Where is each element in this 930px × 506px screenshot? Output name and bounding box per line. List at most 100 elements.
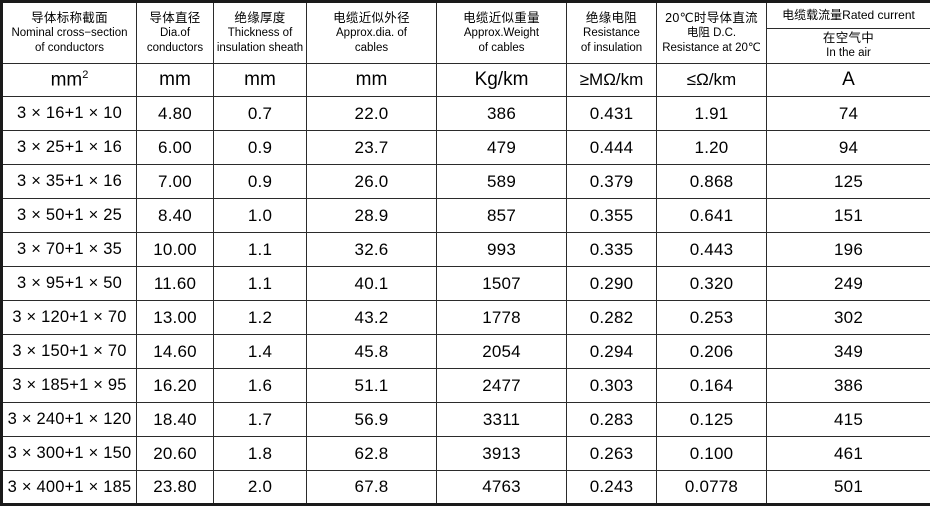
cell-insulation-thickness: 1.8: [213, 436, 307, 471]
cell-approx-dia-of-cables: 28.9: [306, 198, 437, 233]
header-en-text: Rated current: [842, 8, 915, 22]
cell-nominal-cross-section: 3 × 400+1 × 185: [1, 470, 137, 505]
cell-insulation-resistance: 0.444: [566, 130, 657, 165]
cell-approx-dia-of-cables: 40.1: [306, 266, 437, 301]
cell-rated-current: 415: [766, 402, 930, 437]
header-nominal-cross-section: 导体标称截面 Nominal cross−section of conducto…: [1, 1, 137, 64]
cell-approx-weight: 479: [436, 130, 567, 165]
cell-rated-current: 74: [766, 96, 930, 131]
cell-approx-weight: 589: [436, 164, 567, 199]
header-dia-of-conductors: 导体直径 Dia.of conductors: [136, 1, 214, 64]
cell-dc-resistance: 0.164: [656, 368, 767, 403]
header-approx-weight-of-cables: 电缆近似重量 Approx.Weight of cables: [436, 1, 567, 64]
cell-nominal-cross-section: 3 × 120+1 × 70: [1, 300, 137, 335]
header-en-line1: Resistance: [583, 27, 640, 40]
cell-approx-dia-of-cables: 67.8: [306, 470, 437, 505]
cell-dc-resistance: 0.320: [656, 266, 767, 301]
cell-rated-current: 461: [766, 436, 930, 471]
table-row: 3 × 95+1 × 50 11.60 1.1 40.1 1507 0.290 …: [1, 266, 930, 301]
header-en-line1: Nominal cross−section: [11, 27, 128, 40]
cell-rated-current: 302: [766, 300, 930, 335]
header-rated-current-top: 电缆载流量Rated current: [767, 3, 930, 29]
cell-dc-resistance: 0.125: [656, 402, 767, 437]
cell-approx-weight: 3311: [436, 402, 567, 437]
header-rated-current-bottom: 在空气中 In the air: [767, 29, 930, 63]
cell-insulation-thickness: 1.4: [213, 334, 307, 369]
table-row: 3 × 300+1 × 150 20.60 1.8 62.8 3913 0.26…: [1, 436, 930, 471]
unit-dia-of-conductors: mm: [136, 63, 214, 97]
cell-rated-current: 125: [766, 164, 930, 199]
cell-dc-resistance: 1.91: [656, 96, 767, 131]
header-cn-text: 绝缘电阻: [585, 10, 638, 25]
cell-approx-weight: 1778: [436, 300, 567, 335]
cell-rated-current: 151: [766, 198, 930, 233]
cell-dia-of-conductors: 4.80: [136, 96, 214, 131]
cell-approx-dia-of-cables: 26.0: [306, 164, 437, 199]
header-row-units: mm2 mm mm mm Kg/km ≥MΩ/km ≤Ω/km A: [1, 63, 930, 97]
cell-dia-of-conductors: 23.80: [136, 470, 214, 505]
cell-dia-of-conductors: 8.40: [136, 198, 214, 233]
cell-insulation-thickness: 1.6: [213, 368, 307, 403]
header-row-titles: 导体标称截面 Nominal cross−section of conducto…: [1, 1, 930, 64]
header-en-line1: Approx.Weight: [463, 27, 540, 40]
cell-insulation-thickness: 0.9: [213, 164, 307, 199]
cell-approx-dia-of-cables: 43.2: [306, 300, 437, 335]
table-row: 3 × 25+1 × 16 6.00 0.9 23.7 479 0.444 1.…: [1, 130, 930, 165]
cell-approx-weight: 386: [436, 96, 567, 131]
cell-dc-resistance: 0.641: [656, 198, 767, 233]
unit-nominal-cross-section: mm2: [1, 63, 137, 97]
header-en-line2: Resistance at 20℃: [662, 42, 761, 55]
table-body: 3 × 16+1 × 10 4.80 0.7 22.0 386 0.431 1.…: [1, 96, 930, 505]
cell-nominal-cross-section: 3 × 300+1 × 150: [1, 436, 137, 471]
cell-rated-current: 249: [766, 266, 930, 301]
table-header: 导体标称截面 Nominal cross−section of conducto…: [1, 1, 930, 97]
cell-insulation-resistance: 0.303: [566, 368, 657, 403]
header-en-line1: 电阻 D.C.: [686, 27, 737, 40]
cell-approx-dia-of-cables: 62.8: [306, 436, 437, 471]
cell-approx-weight: 2477: [436, 368, 567, 403]
header-cn-text: 电缆载流量: [782, 8, 843, 22]
cell-nominal-cross-section: 3 × 16+1 × 10: [1, 96, 137, 131]
cell-approx-weight: 1507: [436, 266, 567, 301]
cell-insulation-resistance: 0.379: [566, 164, 657, 199]
table-row: 3 × 120+1 × 70 13.00 1.2 43.2 1778 0.282…: [1, 300, 930, 335]
header-cn-text: 电缆近似重量: [463, 10, 540, 25]
cell-approx-weight: 993: [436, 232, 567, 267]
cell-nominal-cross-section: 3 × 50+1 × 25: [1, 198, 137, 233]
cell-insulation-thickness: 1.7: [213, 402, 307, 437]
cell-approx-weight: 3913: [436, 436, 567, 471]
cell-approx-weight: 857: [436, 198, 567, 233]
cell-dc-resistance: 0.100: [656, 436, 767, 471]
cell-insulation-resistance: 0.335: [566, 232, 657, 267]
cell-insulation-thickness: 1.1: [213, 266, 307, 301]
table-row: 3 × 400+1 × 185 23.80 2.0 67.8 4763 0.24…: [1, 470, 930, 505]
cell-nominal-cross-section: 3 × 185+1 × 95: [1, 368, 137, 403]
cell-dc-resistance: 0.0778: [656, 470, 767, 505]
cell-dia-of-conductors: 18.40: [136, 402, 214, 437]
cell-insulation-resistance: 0.283: [566, 402, 657, 437]
cell-insulation-thickness: 1.2: [213, 300, 307, 335]
header-cn-text: 电缆近似外径: [333, 10, 410, 25]
header-cn-text: 导体标称截面: [31, 10, 108, 25]
cell-insulation-resistance: 0.282: [566, 300, 657, 335]
cell-insulation-resistance: 0.355: [566, 198, 657, 233]
header-en-line2: cables: [354, 42, 389, 55]
header-approx-dia-of-cables: 电缆近似外径 Approx.dia. of cables: [306, 1, 437, 64]
unit-approx-dia-of-cables: mm: [306, 63, 437, 97]
cell-insulation-resistance: 0.431: [566, 96, 657, 131]
table-row: 3 × 150+1 × 70 14.60 1.4 45.8 2054 0.294…: [1, 334, 930, 369]
cell-dia-of-conductors: 16.20: [136, 368, 214, 403]
cell-insulation-thickness: 0.9: [213, 130, 307, 165]
cell-dia-of-conductors: 14.60: [136, 334, 214, 369]
cell-dia-of-conductors: 6.00: [136, 130, 214, 165]
header-cn-text: 20℃时导体直流: [665, 10, 758, 25]
cell-insulation-thickness: 1.1: [213, 232, 307, 267]
header-resistance-of-insulation: 绝缘电阻 Resistance of insulation: [566, 1, 657, 64]
cell-approx-dia-of-cables: 23.7: [306, 130, 437, 165]
header-en-line1: Thickness of: [227, 27, 293, 40]
table-row: 3 × 50+1 × 25 8.40 1.0 28.9 857 0.355 0.…: [1, 198, 930, 233]
header-en-line1: Dia.of: [159, 27, 191, 40]
cell-insulation-thickness: 1.0: [213, 198, 307, 233]
